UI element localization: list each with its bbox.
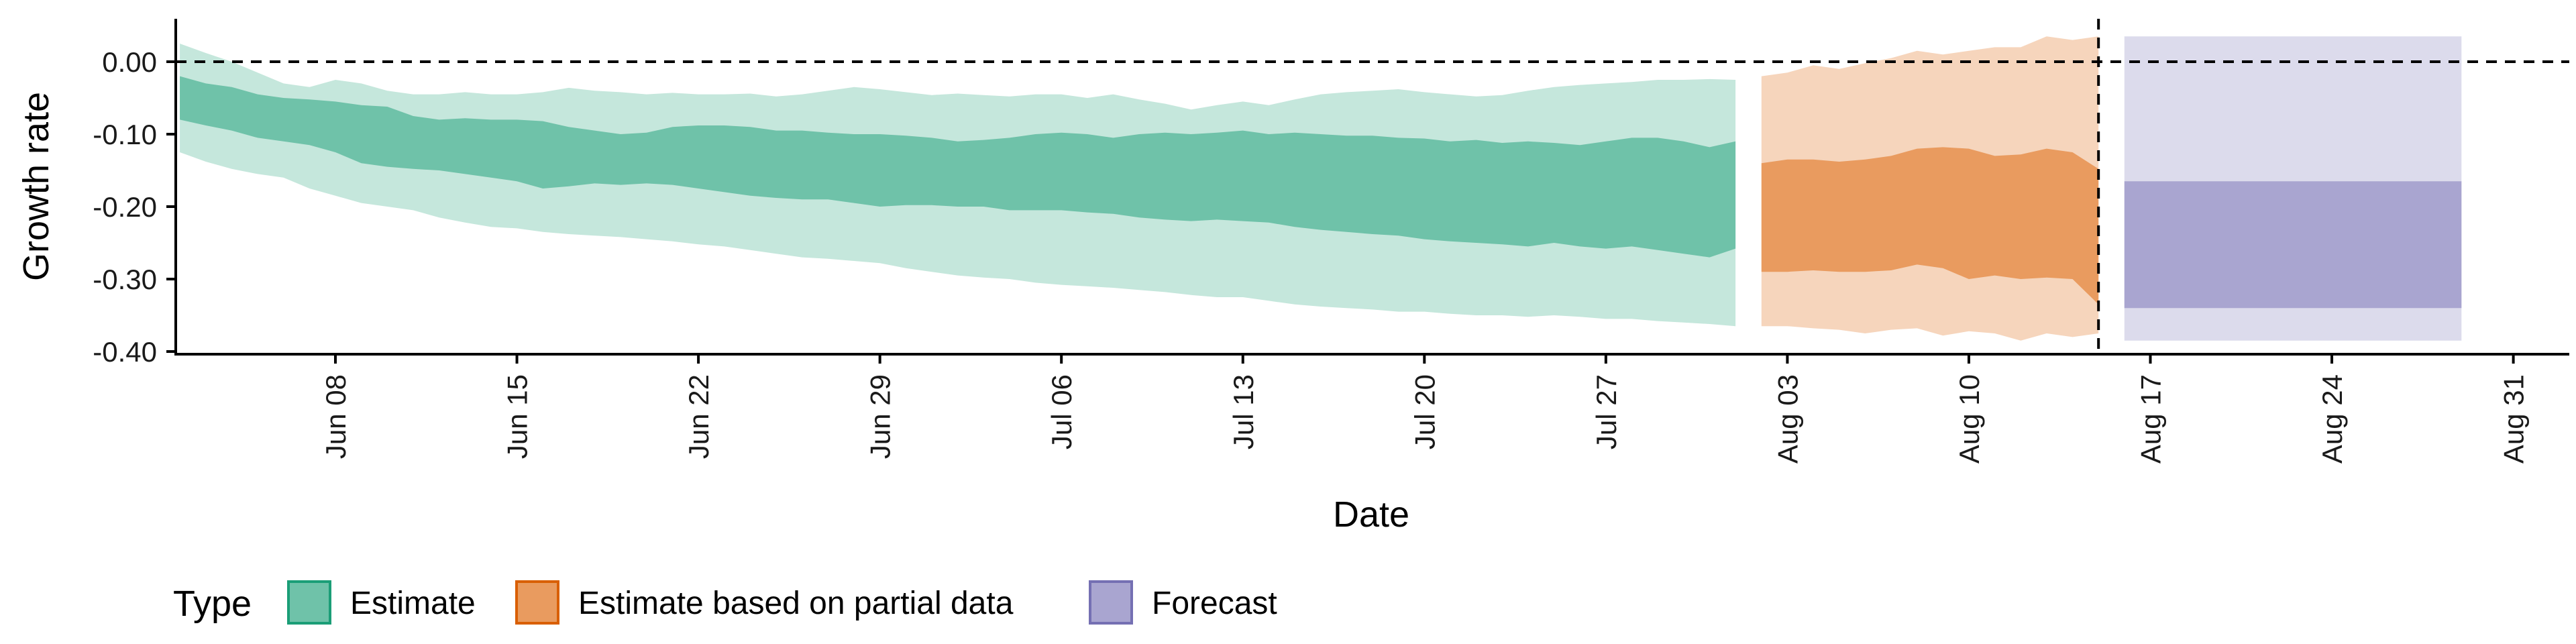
x-tick-label: Aug 10 xyxy=(1953,374,1985,464)
x-tick-label: Aug 24 xyxy=(2316,374,2348,464)
forecast-inner-band xyxy=(2124,181,2462,309)
x-tick-label: Jul 06 xyxy=(1046,374,1077,449)
legend-title: Type xyxy=(173,584,252,624)
x-tick-label: Jun 22 xyxy=(683,374,714,459)
x-tick-label: Jul 13 xyxy=(1228,374,1259,449)
chart-bands xyxy=(180,36,2462,341)
y-tick-label: -0.40 xyxy=(93,336,157,368)
reference-lines xyxy=(176,19,2569,354)
legend-key-estimate xyxy=(287,580,331,625)
x-tick-label: Jun 15 xyxy=(502,374,533,459)
x-tick-label: Aug 17 xyxy=(2135,374,2167,464)
x-axis-title: Date xyxy=(1333,494,1409,535)
chart-axes xyxy=(174,19,2569,356)
y-tick-label: -0.20 xyxy=(93,191,157,223)
legend: Type Estimate Estimate based on partial da… xyxy=(173,580,1277,625)
x-tick-label: Jul 27 xyxy=(1591,374,1622,449)
estimate-based-on-partial-data-inner-band xyxy=(1761,147,2099,305)
y-tick-label: -0.30 xyxy=(93,264,157,295)
legend-key-estimate-based-on-partial-data xyxy=(515,580,559,625)
x-tick-label: Jun 08 xyxy=(320,374,352,459)
y-axis-ticks: 0.00 -0.10 -0.20 -0.30 -0.40 xyxy=(93,46,176,368)
y-axis-title: Growth rate xyxy=(16,92,56,281)
x-tick-label: Aug 31 xyxy=(2498,374,2530,464)
x-tick-label: Aug 03 xyxy=(1772,374,1803,464)
legend-key-forecast xyxy=(1089,580,1133,625)
legend-label-estimate: Estimate xyxy=(350,586,476,621)
legend-label-forecast: Forecast xyxy=(1152,586,1277,621)
estimate-inner-band xyxy=(180,76,1736,258)
x-tick-label: Jul 20 xyxy=(1409,374,1440,449)
x-tick-label: Jun 29 xyxy=(865,374,896,459)
y-tick-label: 0.00 xyxy=(102,46,157,78)
y-tick-label: -0.10 xyxy=(93,119,157,150)
legend-label-estimate-based-on-partial-data: Estimate based on partial data xyxy=(578,586,1014,621)
x-axis-ticks: Jun 08 Jun 15 Jun 22 Jun 29 Jul 06 Jul 13 Jul … xyxy=(320,354,2530,464)
